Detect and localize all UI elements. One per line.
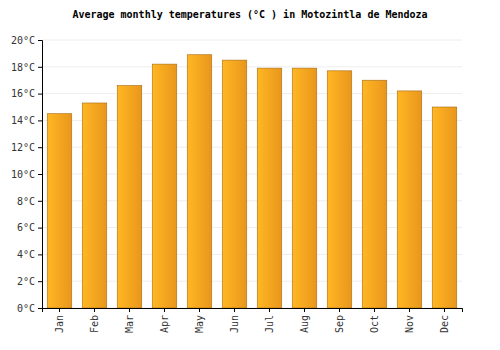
y-tick: 18°C xyxy=(11,62,42,73)
x-tick-label: Mar xyxy=(124,315,135,333)
y-tick: 0°C xyxy=(17,303,42,314)
y-tick-label: 18°C xyxy=(11,62,35,73)
y-axis: 0°C 2°C 4°C 6°C 8°C 10°C 12°C 14°C 16°C 18°C 20°C xyxy=(11,35,43,314)
y-tick-mark xyxy=(38,228,42,229)
y-tick-label: 12°C xyxy=(11,142,35,153)
x-tick: Jul xyxy=(264,308,275,333)
x-tick: Sep xyxy=(334,308,345,333)
y-tick-label: 14°C xyxy=(11,115,35,126)
x-tick-label: Jul xyxy=(264,315,275,333)
bar xyxy=(432,107,457,308)
y-tick-mark xyxy=(38,94,42,95)
chart: Average monthly temperatures (°C ) in Mo… xyxy=(0,0,500,350)
y-tick: 2°C xyxy=(17,276,42,287)
bar xyxy=(152,64,177,308)
y-tick-label: 10°C xyxy=(11,169,35,180)
y-axis-line xyxy=(38,41,43,309)
x-tick-label: Dec xyxy=(439,315,450,333)
x-axis-line xyxy=(43,309,463,313)
x-tick-label: Jun xyxy=(229,315,240,333)
x-tick-label: Nov xyxy=(404,315,415,333)
bar xyxy=(327,71,352,308)
x-axis: Jan Feb Mar Apr May Jun Jul Aug Sep Oct Nov Dec xyxy=(43,308,463,333)
grid-line xyxy=(42,40,462,41)
x-tick: Nov xyxy=(404,308,415,333)
x-tick-label: Jan xyxy=(54,315,65,333)
x-tick-mark xyxy=(339,308,340,312)
x-tick: Oct xyxy=(369,308,380,333)
x-tick-label: Feb xyxy=(89,315,100,333)
x-tick: Apr xyxy=(159,308,170,333)
bar xyxy=(82,103,107,308)
x-tick: Feb xyxy=(89,308,100,333)
x-tick: Aug xyxy=(299,308,310,333)
y-tick: 6°C xyxy=(17,222,42,233)
y-tick: 10°C xyxy=(11,169,42,180)
grid xyxy=(42,40,462,308)
bars xyxy=(47,55,457,308)
x-tick-mark xyxy=(269,308,270,312)
x-tick-label: Aug xyxy=(299,315,310,333)
x-tick-mark xyxy=(234,308,235,312)
y-tick-mark xyxy=(38,281,42,282)
y-tick-mark xyxy=(38,308,42,309)
x-tick-mark xyxy=(444,308,445,312)
y-tick: 14°C xyxy=(11,115,42,126)
y-tick-mark xyxy=(38,120,42,121)
x-tick-mark xyxy=(409,308,410,312)
x-tick-mark xyxy=(59,308,60,312)
bar xyxy=(47,114,72,308)
x-tick-mark xyxy=(94,308,95,312)
x-tick-label: Sep xyxy=(334,315,345,333)
y-tick-mark xyxy=(38,201,42,202)
y-tick-mark xyxy=(38,147,42,148)
bar xyxy=(292,68,317,308)
bar xyxy=(187,55,212,308)
x-tick-label: Oct xyxy=(369,315,380,333)
title: Average monthly temperatures (°C ) in Mo… xyxy=(72,9,427,20)
x-tick-label: Apr xyxy=(159,315,170,333)
y-tick-mark xyxy=(38,254,42,255)
bar xyxy=(362,80,387,308)
y-tick-mark xyxy=(38,67,42,68)
y-tick: 4°C xyxy=(17,249,42,260)
bar xyxy=(117,86,142,308)
y-tick-mark xyxy=(38,174,42,175)
y-tick-label: 4°C xyxy=(17,249,35,260)
x-tick-mark xyxy=(304,308,305,312)
y-tick-mark xyxy=(38,40,42,41)
y-tick: 12°C xyxy=(11,142,42,153)
y-tick: 16°C xyxy=(11,88,42,99)
bar xyxy=(257,68,282,308)
x-tick-label: May xyxy=(194,315,205,333)
y-tick-label: 2°C xyxy=(17,276,35,287)
x-tick-mark xyxy=(199,308,200,312)
y-tick-label: 6°C xyxy=(17,222,35,233)
x-tick: Mar xyxy=(124,308,135,333)
y-tick-label: 8°C xyxy=(17,196,35,207)
y-tick: 8°C xyxy=(17,196,42,207)
x-tick: Jan xyxy=(54,308,65,333)
bar xyxy=(397,91,422,308)
y-tick: 20°C xyxy=(11,35,42,46)
x-tick: Dec xyxy=(439,308,450,333)
x-tick-mark xyxy=(374,308,375,312)
x-tick-mark xyxy=(164,308,165,312)
y-tick-label: 20°C xyxy=(11,35,35,46)
grid-line xyxy=(42,66,462,67)
y-tick-label: 16°C xyxy=(11,88,35,99)
x-tick-mark xyxy=(129,308,130,312)
y-tick-label: 0°C xyxy=(17,303,35,314)
bar xyxy=(222,60,247,308)
x-tick: May xyxy=(194,308,205,333)
plot: 0°C 2°C 4°C 6°C 8°C 10°C 12°C 14°C 16°C 18°C 20°C J… xyxy=(11,35,463,333)
x-tick: Jun xyxy=(229,308,240,333)
